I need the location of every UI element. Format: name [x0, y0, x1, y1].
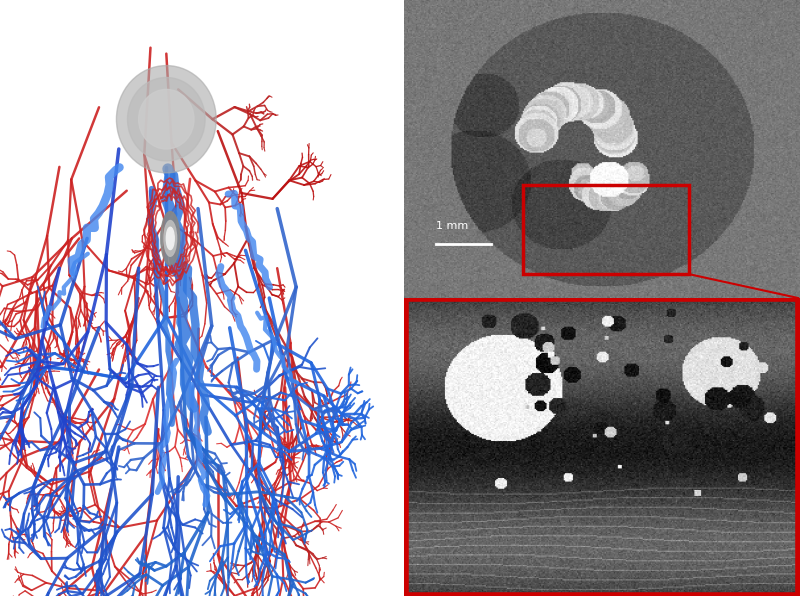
Ellipse shape — [164, 221, 177, 256]
Ellipse shape — [138, 89, 194, 149]
Text: 1 mm: 1 mm — [436, 222, 468, 231]
Ellipse shape — [161, 212, 180, 265]
Bar — [523, 185, 689, 274]
Ellipse shape — [166, 227, 174, 250]
Ellipse shape — [117, 66, 216, 173]
Ellipse shape — [127, 77, 205, 161]
